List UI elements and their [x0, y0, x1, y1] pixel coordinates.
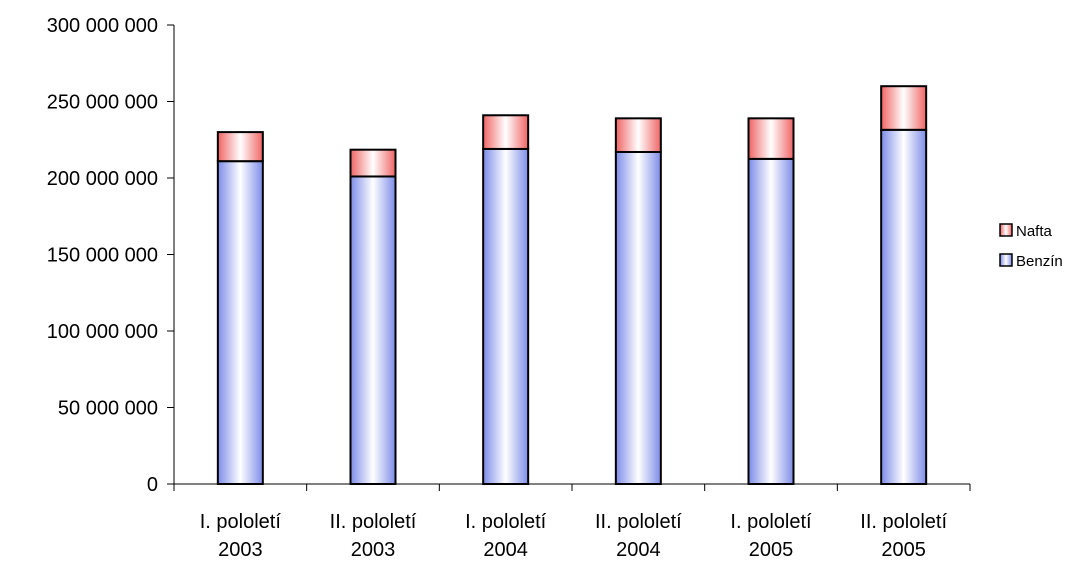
bar-benzin-3 — [614, 150, 662, 486]
legend-item-benzin: Benzín — [999, 253, 1063, 270]
x-category-label: I. pololetí — [200, 511, 282, 533]
y-tick-label: 150 000 000 — [47, 245, 158, 267]
bar-benzin-5 — [880, 128, 928, 485]
bar-nafta-2 — [482, 114, 530, 150]
y-axis: 0 50 000 000 100 000 000 150 000 000 200 000… — [47, 15, 175, 496]
y-tick-label: 0 — [147, 474, 158, 496]
bar-nafta-1 — [349, 148, 397, 178]
legend: Nafta Benzín — [999, 223, 1063, 270]
x-category-label: 2005 — [749, 539, 794, 561]
y-tick-label: 200 000 000 — [47, 168, 158, 190]
x-category-label: 2003 — [218, 539, 263, 561]
bar-nafta-5 — [880, 85, 928, 131]
legend-item-benzin-label: Benzín — [1016, 253, 1063, 270]
bar-nafta-0 — [216, 131, 264, 163]
x-category-label: 2004 — [616, 539, 661, 561]
y-tick-label: 250 000 000 — [47, 92, 158, 114]
y-tick-label: 300 000 000 — [47, 15, 158, 37]
legend-item-benzin-swatch — [999, 253, 1013, 267]
x-category-label: 2004 — [483, 539, 528, 561]
bar-benzin-4 — [747, 157, 795, 485]
x-category-label: I. pololetí — [465, 511, 547, 533]
y-tick-label: 50 000 000 — [58, 398, 158, 420]
x-category-label: 2005 — [881, 539, 926, 561]
bar-benzin-1 — [349, 175, 397, 485]
bar-nafta-4 — [747, 117, 795, 160]
x-category-label: II. pololetí — [330, 511, 417, 533]
x-axis: I. pololetí 2003 II. pololetí 2003 I. polole… — [173, 483, 971, 561]
bar-benzin-0 — [216, 160, 264, 485]
bar-benzin-2 — [482, 147, 530, 485]
legend-item-nafta-swatch — [999, 223, 1013, 237]
x-category-label: II. pololetí — [860, 511, 947, 533]
x-category-label: II. pololetí — [595, 511, 682, 533]
y-tick-label: 100 000 000 — [47, 321, 158, 343]
legend-item-nafta: Nafta — [999, 223, 1053, 240]
bars — [216, 85, 928, 486]
x-category-label: I. pololetí — [730, 511, 812, 533]
legend-item-nafta-label: Nafta — [1016, 223, 1053, 240]
x-category-label: 2003 — [351, 539, 396, 561]
bar-nafta-3 — [614, 117, 662, 153]
